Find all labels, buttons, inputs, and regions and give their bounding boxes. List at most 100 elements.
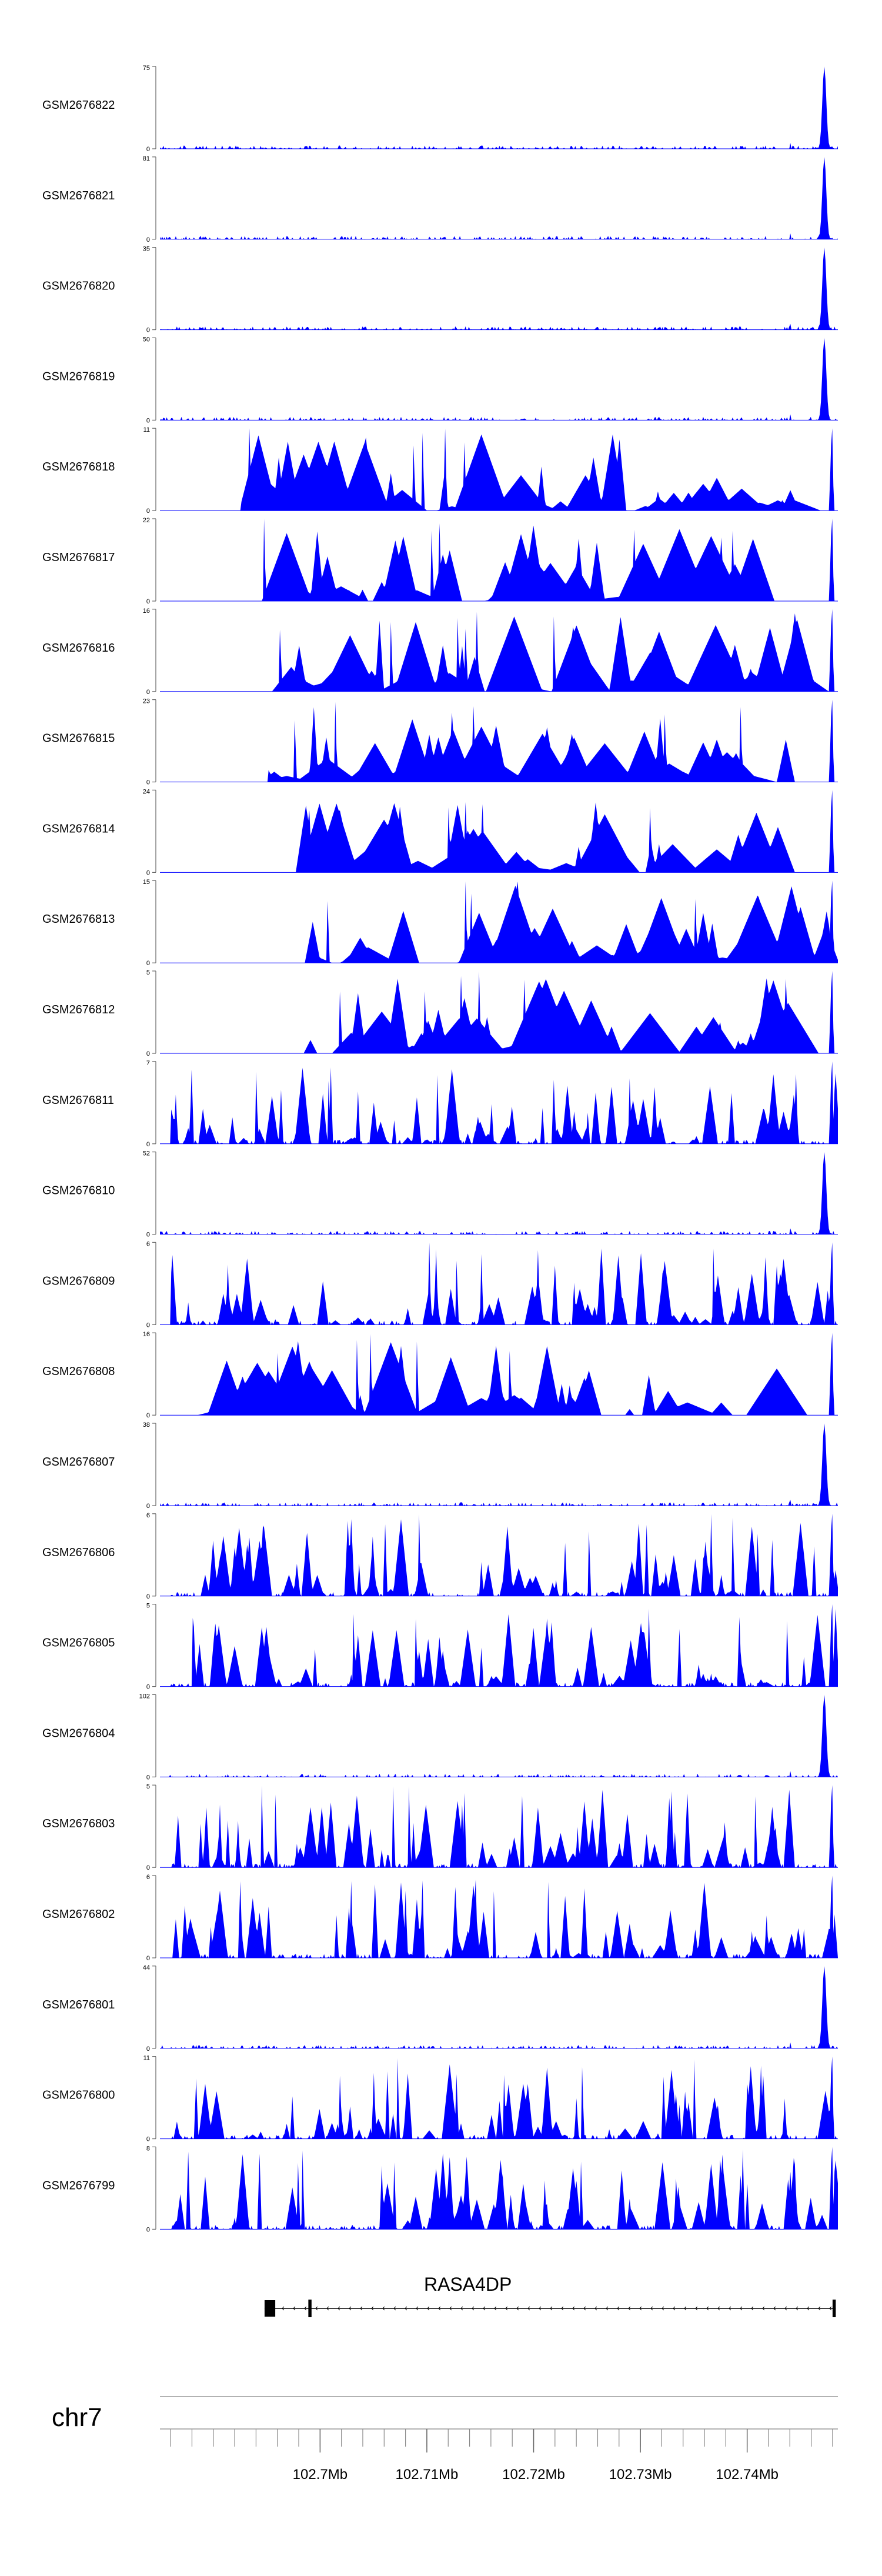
track-GSM2676806: GSM2676806 6 0: [42, 1512, 838, 1600]
track-label: GSM2676804: [42, 1727, 115, 1740]
track-label: GSM2676800: [42, 2089, 115, 2102]
track-y-min-label: 0: [146, 1864, 150, 1871]
strand-arrow: [617, 2306, 620, 2311]
track-y-max-label: 52: [143, 1150, 150, 1157]
strand-arrow: [583, 2306, 586, 2311]
strand-arrow: [818, 2306, 821, 2311]
track-GSM2676805: GSM2676805 5 0: [42, 1603, 838, 1691]
track-GSM2676821: GSM2676821 81 0: [42, 155, 838, 243]
track-y-max-label: 23: [143, 698, 150, 705]
strand-arrow: [304, 2306, 307, 2311]
track-label: GSM2676822: [42, 99, 115, 112]
track-label: GSM2676799: [42, 2179, 115, 2192]
strand-arrow: [572, 2306, 575, 2311]
gene-exon: [264, 2300, 276, 2317]
track-GSM2676818: GSM2676818 11 0: [42, 426, 838, 515]
track-GSM2676814: GSM2676814 24 0: [42, 788, 838, 876]
track-y-max-label: 15: [143, 879, 150, 886]
coverage-area: [160, 247, 838, 330]
strand-arrow: [796, 2306, 799, 2311]
track-label: GSM2676806: [42, 1546, 115, 1559]
gene-annotation-track: RASA4DP: [264, 2274, 836, 2317]
strand-arrow: [338, 2306, 340, 2311]
strand-arrow: [650, 2306, 653, 2311]
strand-arrow: [483, 2306, 486, 2311]
track-y-max-label: 11: [143, 2055, 150, 2062]
track-GSM2676808: GSM2676808 16 0: [42, 1331, 838, 1419]
coverage-area: [160, 156, 838, 239]
track-label: GSM2676820: [42, 280, 115, 293]
axis-tick-label: 102.74Mb: [716, 2467, 779, 2482]
track-y-max-label: 7: [146, 1060, 150, 1067]
strand-arrow: [717, 2306, 720, 2311]
track-y-max-label: 75: [143, 65, 150, 72]
track-y-max-label: 11: [143, 426, 150, 433]
track-y-min-label: 0: [146, 1593, 150, 1600]
strand-arrow: [405, 2306, 407, 2311]
track-label: GSM2676816: [42, 642, 115, 655]
strand-arrow: [460, 2306, 463, 2311]
coverage-area: [160, 338, 838, 421]
track-y-max-label: 102: [139, 1693, 150, 1700]
track-GSM2676802: GSM2676802 6 0: [42, 1874, 838, 1962]
track-y-min-label: 0: [146, 1232, 150, 1239]
track-y-min-label: 0: [146, 236, 150, 243]
track-y-min-label: 0: [146, 2046, 150, 2053]
track-label: GSM2676810: [42, 1184, 115, 1197]
gene-exon: [832, 2300, 836, 2317]
strand-arrow: [606, 2306, 609, 2311]
track-y-min-label: 0: [146, 1503, 150, 1510]
coverage-area: [160, 1966, 838, 2048]
track-y-min-label: 0: [146, 1141, 150, 1148]
track-label: GSM2676801: [42, 1998, 115, 2011]
strand-arrow: [539, 2306, 542, 2311]
strand-arrow: [360, 2306, 363, 2311]
track-y-max-label: 5: [146, 1783, 150, 1790]
coverage-area: [160, 1513, 838, 1596]
track-GSM2676819: GSM2676819 50 0: [42, 336, 838, 424]
track-GSM2676815: GSM2676815 23 0: [42, 698, 838, 786]
coverage-area: [160, 2056, 838, 2139]
track-y-max-label: 24: [143, 788, 150, 795]
track-GSM2676809: GSM2676809 6 0: [42, 1240, 838, 1329]
axis-tick-label: 102.72Mb: [502, 2467, 565, 2482]
coverage-area: [160, 790, 838, 873]
track-GSM2676822: GSM2676822 75 0: [42, 65, 838, 153]
strand-arrow: [315, 2306, 318, 2311]
coverage-area: [160, 880, 838, 963]
strand-arrow: [729, 2306, 731, 2311]
track-GSM2676811: GSM2676811 7 0: [42, 1060, 838, 1148]
track-label: GSM2676812: [42, 1003, 115, 1016]
track-y-min-label: 0: [146, 1412, 150, 1419]
track-y-min-label: 0: [146, 1684, 150, 1691]
strand-arrow: [282, 2306, 285, 2311]
strand-arrow: [494, 2306, 497, 2311]
track-y-min-label: 0: [146, 779, 150, 786]
track-y-min-label: 0: [146, 417, 150, 424]
coverage-area: [160, 428, 838, 511]
track-label: GSM2676807: [42, 1456, 115, 1469]
track-GSM2676816: GSM2676816 16 0: [42, 608, 838, 696]
track-y-min-label: 0: [146, 598, 150, 605]
track-y-max-label: 8: [146, 2145, 150, 2152]
track-y-min-label: 0: [146, 1955, 150, 1962]
track-GSM2676800: GSM2676800 11 0: [42, 2055, 838, 2143]
strand-arrow: [393, 2306, 396, 2311]
track-label: GSM2676802: [42, 1908, 115, 1921]
track-y-max-label: 81: [143, 155, 150, 162]
strand-arrow: [784, 2306, 787, 2311]
coverage-area: [160, 1694, 838, 1777]
track-label: GSM2676808: [42, 1365, 115, 1378]
track-GSM2676817: GSM2676817 22 0: [42, 517, 838, 605]
strand-arrow: [628, 2306, 631, 2311]
track-GSM2676801: GSM2676801 44 0: [42, 1964, 838, 2053]
strand-arrow: [773, 2306, 776, 2311]
track-y-min-label: 0: [146, 869, 150, 876]
strand-arrow: [740, 2306, 743, 2311]
axis-tick-label: 102.7Mb: [293, 2467, 348, 2482]
track-GSM2676820: GSM2676820 35 0: [42, 246, 838, 334]
track-y-max-label: 5: [146, 969, 150, 976]
track-label: GSM2676803: [42, 1817, 115, 1830]
track-y-min-label: 0: [146, 689, 150, 696]
